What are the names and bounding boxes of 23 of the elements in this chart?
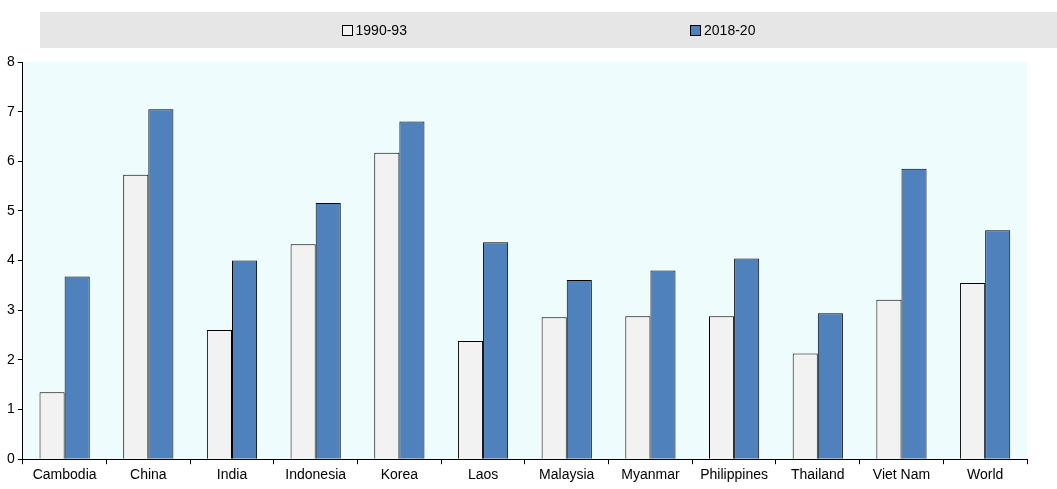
x-tick-label: Thailand bbox=[790, 466, 845, 483]
x-tick-label: India bbox=[216, 466, 248, 483]
text: 1990-93 bbox=[355, 22, 407, 38]
x-tick-label: Cambodia bbox=[32, 466, 97, 483]
y-tick-label: 7 bbox=[6, 102, 15, 119]
x-tick-label: Viet Nam bbox=[872, 466, 931, 483]
y-tick-label: 1 bbox=[6, 400, 15, 417]
x-tick-label: China bbox=[130, 466, 167, 483]
x-tick-label: Malaysia bbox=[539, 466, 595, 483]
y-tick-label: 6 bbox=[6, 152, 15, 169]
x-tick-label: World bbox=[967, 466, 1004, 483]
x-tick-label: Laos bbox=[467, 466, 499, 483]
y-tick-label: 2 bbox=[6, 350, 15, 367]
y-tick-label: 4 bbox=[6, 251, 15, 268]
y-tick-label: 0 bbox=[6, 450, 15, 467]
x-tick-label: Indonesia bbox=[285, 466, 347, 483]
x-tick-label: Korea bbox=[380, 466, 419, 483]
y-tick-label: 5 bbox=[6, 201, 15, 218]
x-tick-label: Philippines bbox=[700, 466, 768, 483]
y-tick-label: 8 bbox=[6, 52, 15, 69]
x-tick-label: Myanmar bbox=[621, 466, 680, 483]
legend-label: 2018-20 bbox=[704, 22, 756, 38]
y-tick-label: 3 bbox=[6, 301, 15, 318]
